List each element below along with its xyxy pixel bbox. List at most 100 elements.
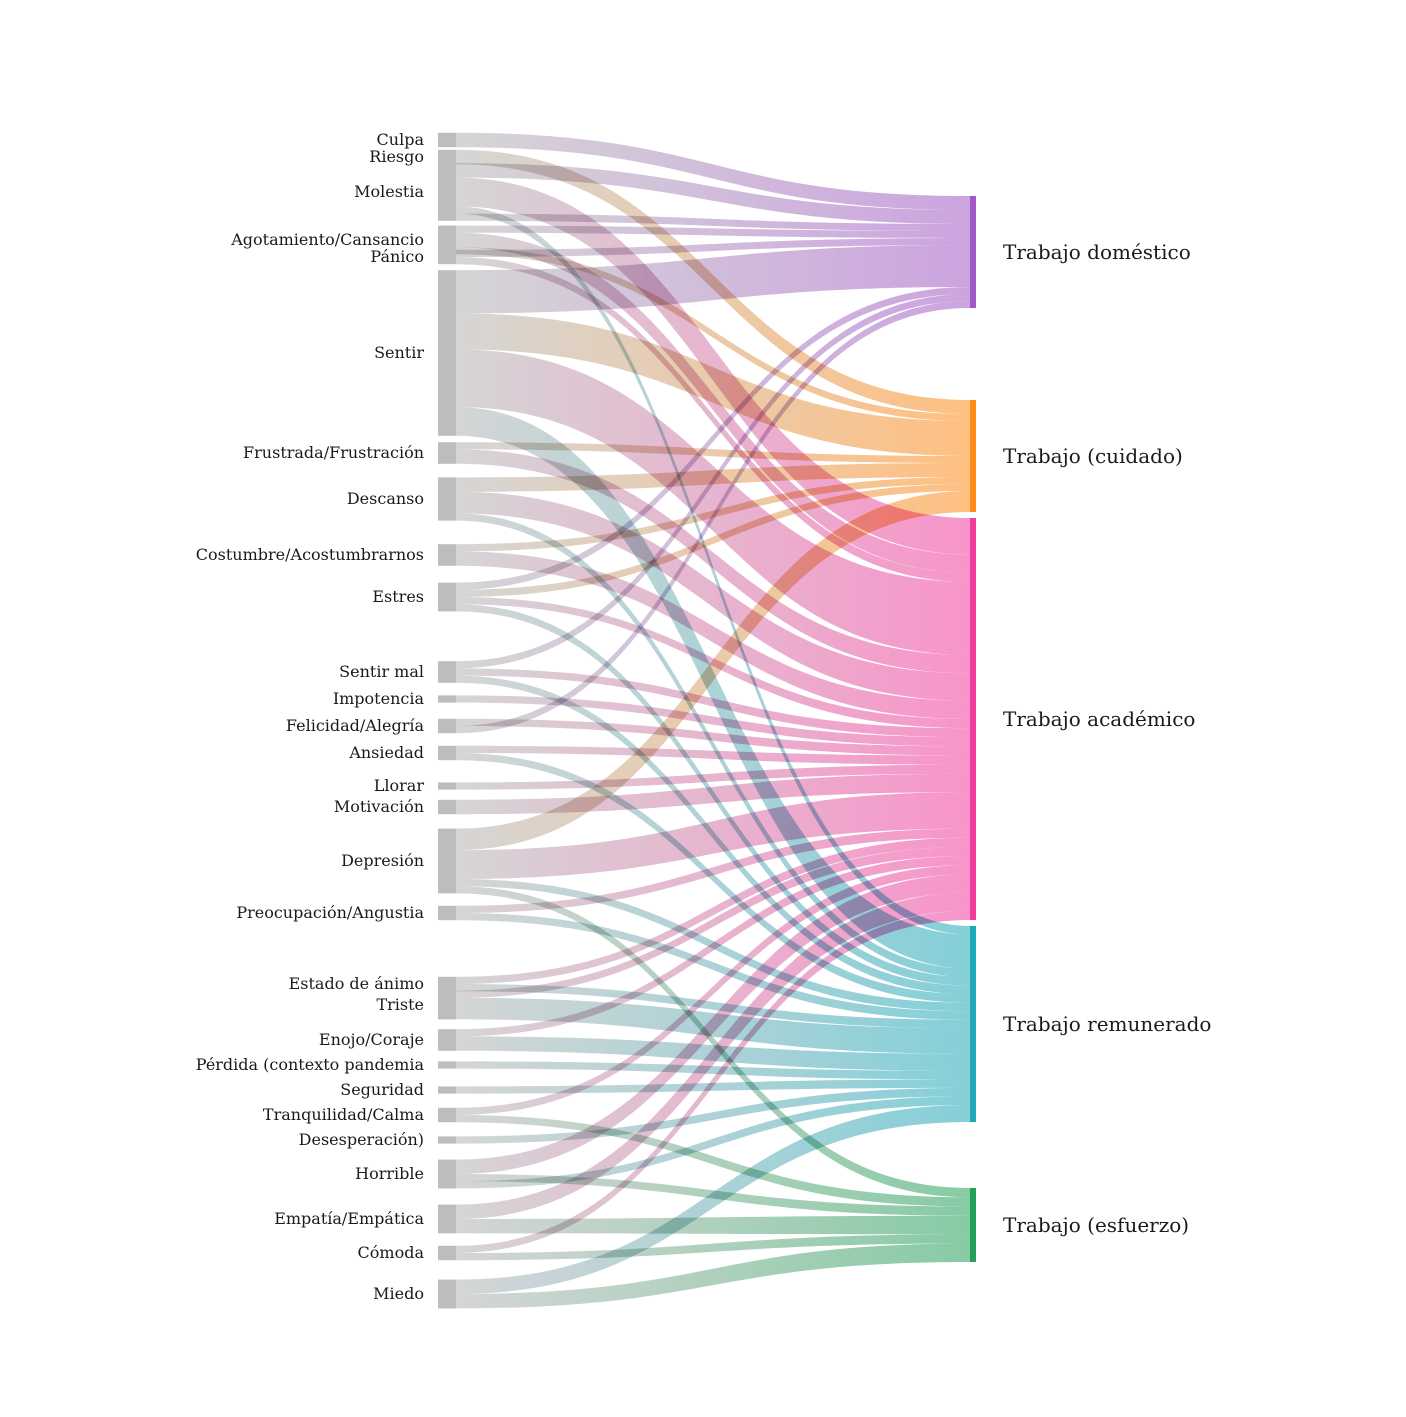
flow-molestia-to-domestico-3 bbox=[456, 213, 970, 231]
source-label-triste: Triste bbox=[376, 995, 424, 1014]
source-node-triste bbox=[438, 990, 456, 1020]
source-node-riesgo bbox=[438, 149, 456, 165]
flow-preocupacion-to-academico-0 bbox=[456, 828, 970, 913]
flow-descanso-to-cuidado-0 bbox=[456, 463, 970, 492]
flow-descanso-to-academico-1 bbox=[456, 491, 970, 701]
flow-estadoanimo-to-academico-0 bbox=[456, 837, 970, 984]
flow-sentir-to-remunerado-3 bbox=[456, 407, 970, 969]
target-node-domestico bbox=[970, 196, 976, 308]
source-node-ansiedad bbox=[438, 745, 456, 761]
flow-sentirmal-to-academico-1 bbox=[456, 668, 970, 738]
target-node-academico bbox=[970, 518, 976, 920]
source-label-comoda: Cómoda bbox=[358, 1243, 425, 1262]
flow-descanso-to-remunerado-2 bbox=[456, 513, 970, 978]
source-label-empatia: Empatía/Empática bbox=[274, 1209, 424, 1228]
target-node-cuidado bbox=[970, 400, 976, 512]
flow-estres-to-cuidado-1 bbox=[456, 484, 970, 597]
flow-tranquilidad-to-esfuerzo-1 bbox=[456, 1115, 970, 1207]
flow-frustrada-to-academico-1 bbox=[456, 449, 970, 674]
source-node-empatia bbox=[438, 1204, 456, 1234]
source-node-motivacion bbox=[438, 799, 456, 815]
source-node-sentir bbox=[438, 270, 456, 436]
flow-sentir-to-academico-2 bbox=[456, 349, 970, 656]
source-node-comoda bbox=[438, 1245, 456, 1261]
source-label-desesperacion: Desesperación) bbox=[299, 1130, 424, 1149]
flow-panico-to-domestico-0 bbox=[456, 238, 970, 257]
flow-ansiedad-to-academico-0 bbox=[456, 745, 970, 765]
flow-tranquilidad-to-academico-0 bbox=[456, 865, 970, 1115]
flow-llorar-to-academico-0 bbox=[456, 764, 970, 790]
flow-sentirmal-to-domestico-0 bbox=[456, 294, 970, 669]
flow-empatia-to-academico-0 bbox=[456, 892, 970, 1219]
source-node-sentirmal bbox=[438, 661, 456, 683]
target-node-group bbox=[970, 196, 976, 1262]
source-label-frustrada: Frustrada/Frustración bbox=[243, 443, 424, 462]
source-node-horrible bbox=[438, 1159, 456, 1189]
flow-enojo-to-academico-0 bbox=[456, 856, 970, 1037]
flow-agotamiento-to-cuidado-2 bbox=[456, 247, 970, 421]
source-node-felicidad bbox=[438, 718, 456, 734]
flow-costumbre-to-academico-1 bbox=[456, 551, 970, 719]
flow-frustrada-to-cuidado-0 bbox=[456, 442, 970, 463]
flow-horrible-to-remunerado-2 bbox=[456, 1096, 970, 1189]
source-label-estadoanimo: Estado de ánimo bbox=[289, 974, 424, 993]
source-label-preocupacion: Preocupación/Angustia bbox=[236, 903, 424, 922]
source-label-impotencia: Impotencia bbox=[333, 689, 425, 708]
flow-panico-to-academico-1 bbox=[456, 257, 970, 582]
source-node-estadoanimo bbox=[438, 976, 456, 992]
flow-depresion-to-esfuerzo-3 bbox=[456, 886, 970, 1198]
flow-impotencia-to-academico-0 bbox=[456, 695, 970, 747]
flow-molestia-to-domestico-0 bbox=[456, 163, 970, 224]
flow-sentir-to-cuidado-1 bbox=[456, 313, 970, 456]
source-node-descanso bbox=[438, 477, 456, 521]
flow-empatia-to-esfuerzo-1 bbox=[456, 1215, 970, 1235]
source-node-panico bbox=[438, 249, 456, 265]
flow-felicidad-to-academico-0 bbox=[456, 718, 970, 756]
flow-comoda-to-esfuerzo-1 bbox=[456, 1234, 970, 1261]
source-label-sentirmal: Sentir mal bbox=[339, 662, 424, 681]
flow-perdida-to-remunerado-0 bbox=[456, 1061, 970, 1080]
flow-agotamiento-to-domestico-0 bbox=[456, 225, 970, 238]
source-label-enojo: Enojo/Coraje bbox=[319, 1030, 424, 1049]
source-label-agotamiento: Agotamiento/Cansancio bbox=[230, 230, 424, 249]
target-node-esfuerzo bbox=[970, 1188, 976, 1262]
source-node-depresion bbox=[438, 828, 456, 894]
source-node-costumbre bbox=[438, 544, 456, 566]
source-label-miedo: Miedo bbox=[373, 1284, 424, 1303]
target-node-remunerado bbox=[970, 926, 976, 1122]
source-label-panico: Pánico bbox=[370, 247, 424, 266]
source-node-miedo bbox=[438, 1279, 456, 1309]
source-label-culpa: Culpa bbox=[377, 130, 425, 149]
target-label-remunerado: Trabajo remunerado bbox=[1003, 1012, 1211, 1036]
source-node-culpa bbox=[438, 132, 456, 148]
flow-horrible-to-academico-0 bbox=[456, 874, 970, 1174]
source-node-seguridad bbox=[438, 1086, 456, 1094]
flow-estadoanimo-to-remunerado-1 bbox=[456, 984, 970, 1029]
source-label-perdida: Pérdida (contexto pandemia bbox=[196, 1055, 425, 1074]
flow-comoda-to-academico-0 bbox=[456, 910, 970, 1253]
flow-culpa-to-domestico-0 bbox=[456, 132, 970, 210]
source-node-preocupacion bbox=[438, 905, 456, 921]
flow-estres-to-domestico-0 bbox=[456, 287, 970, 590]
target-label-group: Trabajo doméstico Trabajo (cuidado) Trabaj… bbox=[1003, 240, 1211, 1237]
source-label-riesgo: Riesgo bbox=[369, 147, 424, 166]
source-label-llorar: Llorar bbox=[374, 776, 425, 795]
source-label-motivacion: Motivación bbox=[334, 797, 424, 816]
source-label-felicidad: Felicidad/Alegría bbox=[286, 716, 425, 735]
source-node-perdida bbox=[438, 1061, 456, 1069]
target-label-esfuerzo: Trabajo (esfuerzo) bbox=[1003, 1213, 1189, 1237]
flow-miedo-to-remunerado-0 bbox=[456, 1104, 970, 1294]
source-label-horrible: Horrible bbox=[355, 1164, 424, 1183]
flow-preocupacion-to-remunerado-1 bbox=[456, 913, 970, 1020]
flow-depresion-to-cuidado-0 bbox=[456, 491, 970, 851]
source-label-sentir: Sentir bbox=[374, 343, 424, 362]
flow-molestia-to-academico-1 bbox=[456, 177, 970, 555]
flow-ansiedad-to-remunerado-1 bbox=[456, 753, 970, 1003]
source-node-llorar bbox=[438, 782, 456, 790]
flow-miedo-to-esfuerzo-1 bbox=[456, 1243, 970, 1309]
source-node-agotamiento bbox=[438, 225, 456, 255]
flow-agotamiento-to-academico-1 bbox=[456, 232, 970, 573]
source-label-descanso: Descanso bbox=[347, 489, 424, 508]
source-label-estres: Estres bbox=[372, 587, 424, 606]
flow-sentir-to-domestico-0 bbox=[456, 245, 970, 314]
